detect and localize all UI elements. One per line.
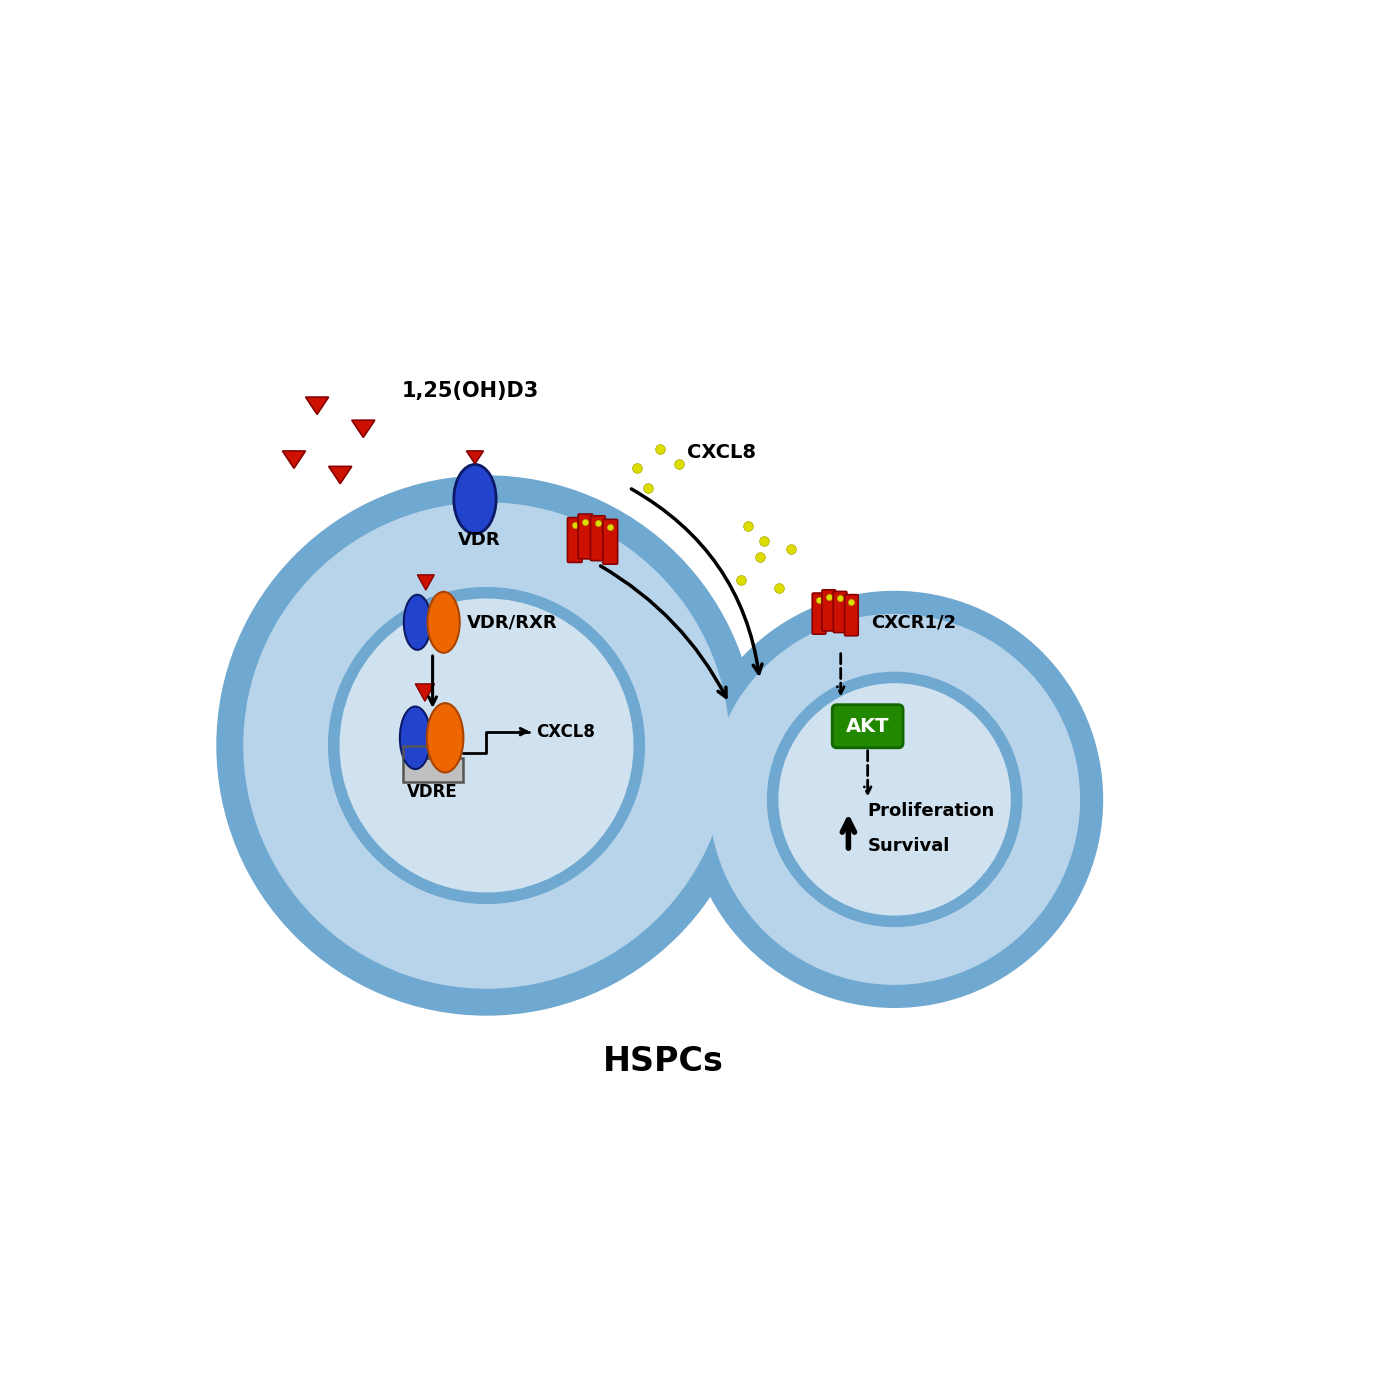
Text: AKT: AKT bbox=[846, 717, 889, 736]
Text: HSPCs: HSPCs bbox=[603, 1044, 724, 1078]
FancyBboxPatch shape bbox=[812, 594, 826, 634]
Text: CXCL8: CXCL8 bbox=[687, 444, 756, 462]
FancyBboxPatch shape bbox=[578, 514, 592, 559]
FancyBboxPatch shape bbox=[844, 595, 858, 636]
Circle shape bbox=[686, 592, 1103, 1008]
Circle shape bbox=[778, 685, 1011, 916]
Polygon shape bbox=[305, 398, 329, 414]
Ellipse shape bbox=[427, 592, 459, 652]
FancyBboxPatch shape bbox=[403, 757, 462, 783]
Polygon shape bbox=[351, 420, 375, 437]
Text: CXCL8: CXCL8 bbox=[536, 722, 595, 741]
Circle shape bbox=[710, 615, 1079, 984]
Text: 1,25(OH)D3: 1,25(OH)D3 bbox=[402, 381, 539, 402]
Circle shape bbox=[340, 599, 633, 892]
Polygon shape bbox=[417, 575, 434, 591]
FancyBboxPatch shape bbox=[567, 518, 582, 563]
Ellipse shape bbox=[454, 465, 496, 533]
Ellipse shape bbox=[403, 595, 431, 650]
FancyBboxPatch shape bbox=[833, 591, 847, 633]
FancyBboxPatch shape bbox=[822, 589, 836, 631]
Circle shape bbox=[244, 503, 729, 988]
Circle shape bbox=[329, 588, 644, 903]
Text: VDR: VDR bbox=[458, 532, 500, 549]
Text: Survival: Survival bbox=[868, 837, 951, 854]
FancyBboxPatch shape bbox=[591, 515, 605, 560]
FancyBboxPatch shape bbox=[832, 704, 903, 748]
Text: CXCR1/2: CXCR1/2 bbox=[871, 613, 956, 631]
Polygon shape bbox=[466, 451, 483, 463]
Text: Proliferation: Proliferation bbox=[868, 802, 995, 820]
Circle shape bbox=[217, 476, 756, 1015]
Polygon shape bbox=[329, 466, 351, 483]
Polygon shape bbox=[416, 685, 434, 701]
Ellipse shape bbox=[427, 703, 463, 773]
Circle shape bbox=[767, 672, 1022, 927]
Ellipse shape bbox=[400, 707, 431, 769]
Text: VDR/RXR: VDR/RXR bbox=[468, 613, 557, 631]
Polygon shape bbox=[283, 451, 305, 468]
FancyBboxPatch shape bbox=[603, 519, 617, 564]
Text: VDRE: VDRE bbox=[407, 783, 458, 801]
